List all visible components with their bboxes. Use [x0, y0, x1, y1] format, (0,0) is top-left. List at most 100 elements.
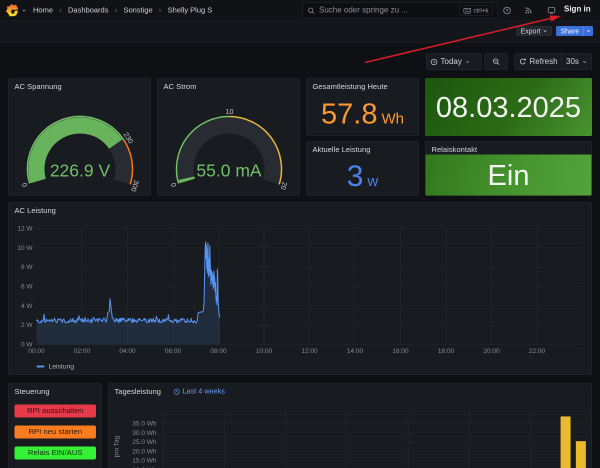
- stat-value-wrap: 57.8 Wh: [307, 92, 419, 136]
- svg-text:0: 0: [171, 182, 179, 188]
- breadcrumb-home[interactable]: Home: [33, 6, 54, 15]
- refresh-button[interactable]: Refresh: [515, 54, 562, 70]
- svg-text:20: 20: [279, 181, 288, 191]
- svg-text:55.0 mA: 55.0 mA: [196, 161, 261, 181]
- legend-series-label: Leistung: [48, 362, 75, 371]
- svg-text:12 W: 12 W: [17, 226, 33, 233]
- svg-text:pro Tag: pro Tag: [114, 435, 121, 457]
- sign-in-button[interactable]: Sign in: [564, 5, 591, 14]
- energy-today-value: 57.8: [321, 97, 378, 130]
- svg-text:20.0 Wh: 20.0 Wh: [132, 448, 157, 455]
- chevron-down-icon: [582, 60, 586, 63]
- chart-legend[interactable]: Leistung: [36, 362, 75, 371]
- panel-time-range-label: Last 4 weeks: [182, 387, 225, 396]
- refresh-icon: [519, 58, 526, 65]
- svg-text:00:00: 00:00: [28, 348, 45, 355]
- current-gauge: 0 10 20 55.0 mA: [171, 109, 288, 191]
- svg-text:10 W: 10 W: [17, 245, 33, 252]
- svg-text:226.9 V: 226.9 V: [50, 161, 111, 181]
- svg-text:02:00: 02:00: [74, 348, 91, 355]
- panel-time-range-badge[interactable]: Last 4 weeks: [173, 387, 225, 396]
- svg-text:?: ?: [506, 8, 509, 13]
- svg-text:30.0 Wh: 30.0 Wh: [132, 430, 157, 437]
- rpi-shutdown-button[interactable]: RPI ausschalten: [14, 404, 96, 418]
- time-range-picker[interactable]: Today: [426, 53, 482, 70]
- svg-text:35.0 Wh: 35.0 Wh: [132, 421, 157, 428]
- bar[interactable]: [575, 441, 586, 468]
- breadcrumb-folder[interactable]: Sonstige: [123, 6, 153, 15]
- top-nav: Home Dashboards Sonstige Shelly Plug S S…: [0, 0, 600, 21]
- panel-title: Steuerung: [14, 387, 50, 397]
- svg-text:20:00: 20:00: [483, 348, 500, 355]
- panel-aktuelle-leistung: Aktuelle Leistung 3 w: [306, 141, 419, 196]
- power-now-value: 3: [346, 158, 364, 193]
- chevron-down-icon: [465, 60, 469, 63]
- legend-series-swatch: [36, 365, 45, 368]
- panel-title: Aktuelle Leistung: [312, 145, 371, 155]
- breadcrumb-separator-icon: [113, 8, 118, 13]
- stat-value-wrap: 08.03.2025: [425, 78, 592, 136]
- svg-text:08:00: 08:00: [210, 348, 227, 355]
- svg-text:16:00: 16:00: [392, 348, 409, 355]
- svg-text:14:00: 14:00: [347, 348, 364, 355]
- svg-text:300: 300: [129, 179, 139, 192]
- search-shortcut-label: ctrl+k: [473, 7, 489, 14]
- svg-text:2 W: 2 W: [21, 322, 33, 329]
- svg-text:06:00: 06:00: [165, 348, 182, 355]
- svg-text:4 W: 4 W: [21, 303, 33, 310]
- export-button[interactable]: Export: [516, 26, 553, 36]
- svg-text:22:00: 22:00: [529, 348, 546, 355]
- energy-today-unit: Wh: [381, 110, 404, 127]
- svg-text:0 W: 0 W: [21, 342, 33, 349]
- refresh-control: Refresh 30s: [514, 53, 592, 70]
- button-label: RPI ausschalten: [27, 406, 84, 416]
- svg-text:8 W: 8 W: [21, 264, 33, 271]
- help-icon[interactable]: ?: [503, 6, 511, 15]
- relay-toggle-button[interactable]: Relais EIN/AUS: [14, 446, 96, 460]
- clock-icon: [173, 388, 180, 395]
- breadcrumb-dashboards[interactable]: Dashboards: [68, 6, 109, 15]
- breadcrumb-separator-icon: [58, 8, 63, 13]
- clock-icon: [430, 58, 438, 65]
- share-button[interactable]: Share: [556, 26, 594, 36]
- search-placeholder: Suche oder springe zu ...: [319, 6, 408, 15]
- search-shortcut-badge: ctrl+k: [459, 5, 493, 16]
- svg-text:10:00: 10:00: [256, 348, 273, 355]
- svg-text:12:00: 12:00: [301, 348, 318, 355]
- panel-gesamtleistung-heute: Gesamtleistung Heute 57.8 Wh: [306, 78, 419, 136]
- keyboard-icon: [463, 7, 471, 14]
- refresh-button-label: Refresh: [529, 57, 558, 66]
- bar[interactable]: [560, 416, 571, 468]
- button-label: RPI neu starten: [28, 427, 83, 437]
- share-button-label[interactable]: Share: [556, 26, 584, 36]
- panel-title: AC Leistung: [14, 206, 56, 216]
- share-menu-button[interactable]: [583, 26, 594, 36]
- search-input[interactable]: Suche oder springe zu ... ctrl+k: [302, 2, 498, 19]
- svg-text:18:00: 18:00: [438, 348, 455, 355]
- org-switcher-chevron-icon[interactable]: [21, 7, 27, 13]
- divider: [561, 54, 563, 70]
- panel-steuerung: Steuerung RPI ausschalten RPI neu starte…: [8, 383, 102, 468]
- refresh-interval-label: 30s: [566, 57, 579, 66]
- zoom-out-icon: [492, 58, 500, 65]
- panel-relaiskontakt: Relaiskontakt Ein: [425, 141, 592, 196]
- power-timeseries-chart: 0 W 2 W 4 W 6 W 8 W 10 W 12 W 00:00 02:00 04:00 06…: [17, 226, 583, 355]
- refresh-interval-picker[interactable]: 30s: [562, 54, 591, 70]
- news-icon[interactable]: [525, 7, 533, 15]
- svg-text:6 W: 6 W: [21, 284, 33, 291]
- panel-ac-leistung: AC Leistung 0 W 2 W 4 W 6 W 8 W 10 W 12 W 00:00…: [8, 202, 592, 375]
- monitor-icon[interactable]: [547, 7, 556, 15]
- relay-state-value: Ein: [487, 158, 530, 192]
- grafana-logo-icon[interactable]: [6, 3, 19, 17]
- panel-date: 08.03.2025: [425, 78, 592, 136]
- chevron-down-icon: [587, 30, 591, 33]
- zoom-out-button[interactable]: [484, 53, 508, 70]
- power-now-unit: w: [367, 172, 379, 190]
- breadcrumb-dashboard-title[interactable]: Shelly Plug S: [167, 6, 213, 15]
- time-range-label: Today: [440, 57, 462, 66]
- rpi-restart-button[interactable]: RPI neu starten: [14, 425, 96, 439]
- export-button-label: Export: [520, 27, 541, 35]
- chevron-down-icon: [543, 30, 547, 33]
